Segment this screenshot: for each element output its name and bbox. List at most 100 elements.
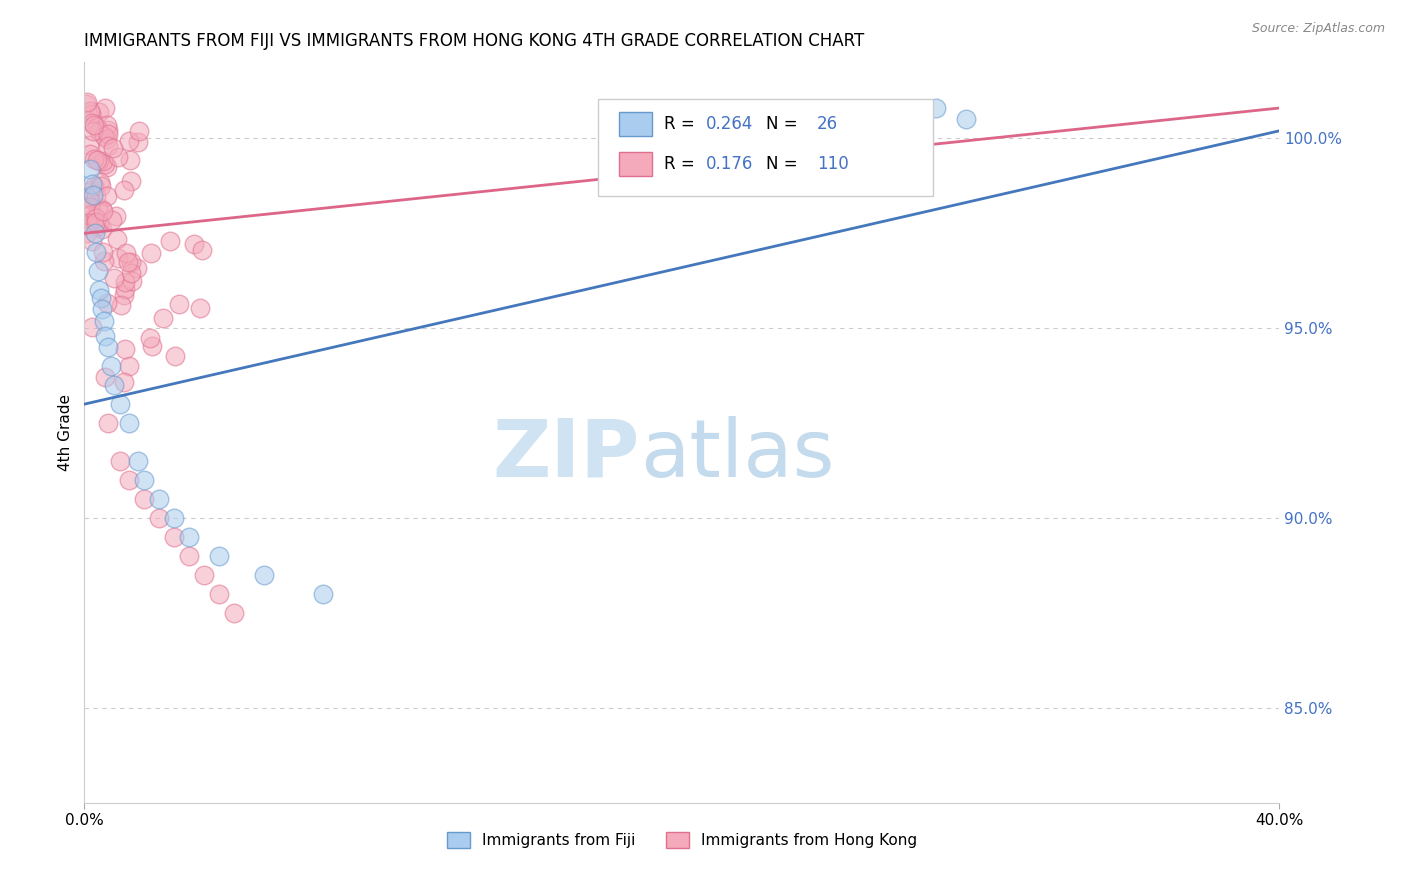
- Point: [114, 275, 136, 289]
- Text: 0.176: 0.176: [706, 155, 754, 173]
- Point: [910, 112, 932, 127]
- Point: [97, 416, 120, 430]
- Point: [86, 200, 108, 214]
- Point: [89, 123, 111, 137]
- Text: 110: 110: [817, 155, 849, 173]
- Point: [97, 340, 120, 354]
- Point: [208, 549, 231, 563]
- Point: [96, 161, 118, 175]
- Point: [121, 274, 143, 288]
- Point: [89, 153, 111, 168]
- Point: [105, 232, 128, 246]
- Point: [83, 210, 105, 224]
- Point: [75, 97, 97, 112]
- Point: [79, 107, 101, 121]
- Point: [955, 112, 977, 127]
- Point: [120, 174, 142, 188]
- Point: [96, 132, 118, 146]
- Point: [127, 454, 149, 468]
- Point: [89, 283, 111, 297]
- Point: [83, 118, 105, 132]
- Point: [82, 124, 104, 138]
- Point: [112, 287, 135, 301]
- Point: [80, 234, 103, 248]
- Point: [118, 153, 141, 168]
- Point: [82, 188, 104, 202]
- Point: [79, 138, 101, 153]
- Point: [120, 266, 142, 280]
- Point: [132, 491, 156, 506]
- Point: [107, 251, 129, 265]
- Point: [163, 511, 186, 525]
- Text: IMMIGRANTS FROM FIJI VS IMMIGRANTS FROM HONG KONG 4TH GRADE CORRELATION CHART: IMMIGRANTS FROM FIJI VS IMMIGRANTS FROM …: [84, 32, 865, 50]
- Point: [118, 359, 141, 374]
- Point: [87, 264, 110, 278]
- Point: [79, 103, 101, 118]
- Text: N =: N =: [766, 115, 803, 133]
- Point: [104, 209, 127, 223]
- Point: [86, 153, 108, 167]
- Point: [76, 95, 98, 110]
- Point: [165, 350, 187, 364]
- Point: [132, 473, 156, 487]
- Point: [110, 397, 132, 411]
- Point: [114, 342, 136, 356]
- Point: [925, 101, 948, 115]
- Point: [84, 214, 107, 228]
- Point: [89, 175, 111, 189]
- Point: [177, 549, 200, 563]
- Point: [90, 178, 112, 193]
- Point: [312, 587, 335, 601]
- Point: [118, 416, 141, 430]
- Point: [79, 200, 101, 214]
- Point: [177, 530, 200, 544]
- Point: [84, 211, 107, 225]
- Text: atlas: atlas: [640, 416, 834, 494]
- Point: [159, 234, 181, 248]
- Point: [93, 313, 115, 327]
- Point: [93, 253, 115, 268]
- Point: [112, 183, 135, 197]
- Point: [83, 227, 105, 241]
- Point: [93, 129, 115, 144]
- Point: [79, 208, 101, 222]
- Point: [110, 454, 132, 468]
- Point: [93, 369, 115, 384]
- Text: R =: R =: [664, 155, 700, 173]
- Point: [93, 102, 115, 116]
- Text: ZIP: ZIP: [494, 416, 640, 494]
- Point: [96, 118, 118, 132]
- Legend: Immigrants from Fiji, Immigrants from Hong Kong: Immigrants from Fiji, Immigrants from Ho…: [440, 826, 924, 855]
- Point: [117, 254, 139, 268]
- Point: [152, 311, 174, 326]
- Point: [84, 220, 107, 235]
- Point: [114, 246, 136, 260]
- Point: [103, 378, 125, 392]
- Point: [141, 339, 163, 353]
- Point: [83, 153, 105, 167]
- Point: [141, 245, 163, 260]
- Point: [118, 473, 141, 487]
- Point: [89, 105, 111, 120]
- Text: 26: 26: [817, 115, 838, 133]
- Point: [91, 245, 114, 260]
- Point: [89, 216, 111, 230]
- Point: [148, 491, 170, 506]
- Point: [94, 157, 117, 171]
- Point: [94, 328, 117, 343]
- Point: [80, 177, 103, 191]
- Point: [80, 319, 103, 334]
- Point: [96, 189, 118, 203]
- Point: [183, 236, 205, 251]
- Point: [79, 192, 101, 206]
- Point: [93, 154, 115, 169]
- Point: [100, 359, 122, 374]
- Point: [188, 301, 211, 316]
- Point: [208, 587, 231, 601]
- Text: N =: N =: [766, 155, 803, 173]
- Point: [148, 511, 170, 525]
- Point: [83, 178, 105, 193]
- Point: [107, 150, 129, 164]
- Y-axis label: 4th Grade: 4th Grade: [58, 394, 73, 471]
- Point: [193, 568, 215, 582]
